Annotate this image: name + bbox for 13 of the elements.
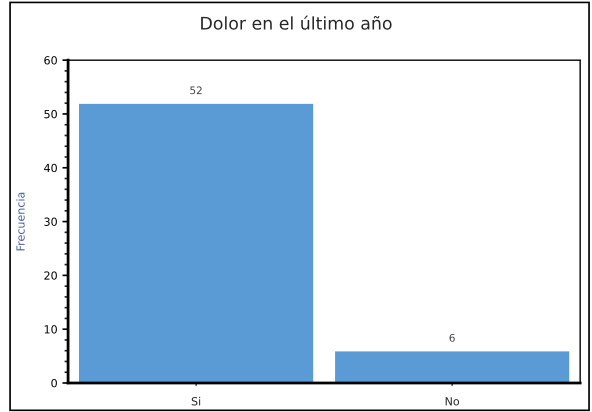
x-tick-label: Si (192, 396, 200, 406)
data-label: 52 (190, 86, 202, 94)
y-tick-label: 50 (44, 110, 57, 118)
y-tick-label: 60 (44, 56, 57, 65)
y-axis-title: Frecuencia (16, 192, 25, 250)
y-tick-label: 0 (51, 378, 57, 388)
x-tick-label: No (446, 397, 460, 406)
y-tick-label: 10 (44, 325, 57, 334)
y-tick-label: 40 (44, 164, 57, 172)
y-tick-label: 20 (44, 271, 57, 280)
y-tick-label: 30 (44, 218, 57, 226)
chart-title: Dolor en el último año (201, 16, 392, 30)
data-label: 6 (450, 334, 455, 342)
